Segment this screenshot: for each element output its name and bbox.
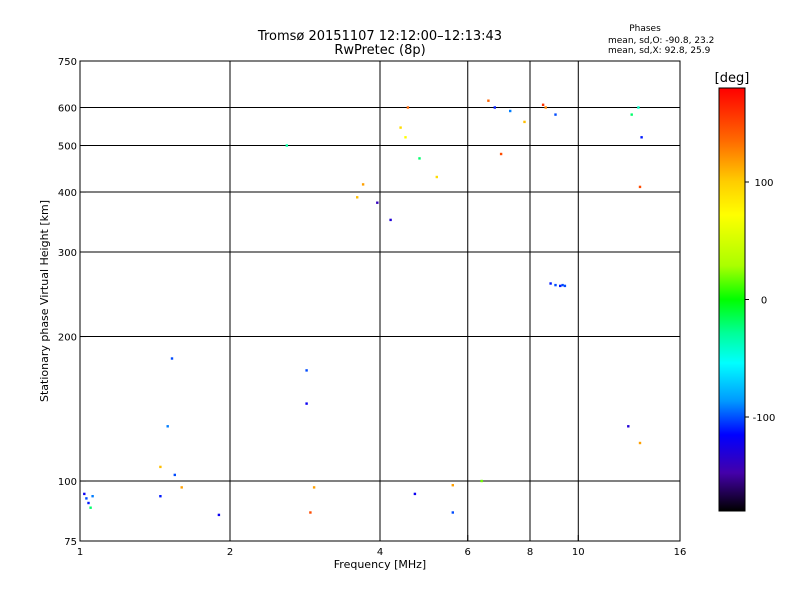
phase-point [85,497,88,500]
phase-point [499,152,503,156]
y-axis-label: Stationary phase Virtual Height [km] [38,200,51,402]
phase-point [89,506,92,509]
chart-title: Tromsø 20151107 12:12:00–12:13:43 [257,29,502,44]
phase-point [356,196,359,199]
x-tick-label: 2 [227,547,233,558]
phase-point [451,511,454,514]
phase-point [541,103,545,106]
phase-point [487,99,490,102]
phase-point [361,183,365,186]
phase-point [83,492,86,496]
phase-point [91,495,94,498]
phase-point [217,513,221,517]
x-tick-label: 6 [465,547,471,558]
phase-point [630,113,633,116]
phase-point [418,157,421,160]
y-tick-label: 500 [58,142,77,153]
x-tick-label: 4 [377,547,383,558]
phase-point [638,185,642,189]
phase-point [312,486,316,489]
axis-ticks: 1 2 4 6 8 10 16 75 100 200 300 400 500 600 750 [58,57,686,558]
phase-point [376,201,379,204]
y-tick-label: 100 [58,477,77,488]
x-tick-label: 1 [77,547,83,558]
phase-point [640,136,643,139]
phase-point [638,441,642,445]
colorbar-ticks: 100 0 -100 [745,178,775,424]
phase-point [509,109,512,113]
phase-point [493,106,496,109]
phase-point [554,283,557,287]
phase-stats-x: mean, sd,X: 92.8, 25.9 [608,46,711,56]
phase-point [173,473,176,477]
chart-subtitle: RwPretec (8p) [334,43,425,58]
phase-point [166,425,169,428]
phase-point [180,486,183,489]
phase-point [305,402,308,405]
x-tick-label: 8 [527,547,533,558]
y-tick-label: 600 [58,104,77,115]
x-axis-label: Frequency [MHz] [334,558,426,571]
phase-point [451,484,454,487]
y-tick-label: 200 [58,333,77,344]
phase-point [159,495,162,498]
colorbar [718,87,746,512]
phase-point [285,144,288,147]
colorbar-tick-label: -100 [753,413,776,424]
phase-point [627,425,630,428]
phase-point [523,120,526,124]
phase-point [404,136,407,139]
phase-stats-heading: Phases [629,24,661,34]
y-tick-label: 750 [58,57,77,68]
phase-point [305,369,308,372]
colorbar-tick-label: 0 [761,296,767,307]
phase-point [389,218,392,222]
phase-point [170,357,174,360]
phase-stats-o: mean, sd,O: -90.8, 23.2 [608,36,714,46]
phase-point [435,175,438,179]
colorbar-label: [deg] [715,71,750,86]
data-points [83,99,643,517]
x-tick-label: 16 [674,547,687,558]
phase-point [159,465,162,469]
phase-point [549,282,552,285]
phase-point [637,106,640,109]
phase-point [480,479,483,483]
y-tick-label: 300 [58,248,77,259]
phase-point [413,492,417,496]
phase-point [406,106,410,109]
x-tick-label: 10 [572,547,585,558]
grid-lines [80,61,680,541]
phase-point [399,126,402,129]
phase-point [563,284,567,288]
phase-point [87,501,90,505]
phase-point [561,283,564,287]
phase-point [309,511,312,514]
y-tick-label: 400 [58,188,77,199]
phase-point [559,284,562,288]
colorbar-tick-label: 100 [754,178,773,189]
phase-point [544,106,547,109]
phase-point [554,113,557,116]
y-tick-label: 75 [64,537,77,548]
